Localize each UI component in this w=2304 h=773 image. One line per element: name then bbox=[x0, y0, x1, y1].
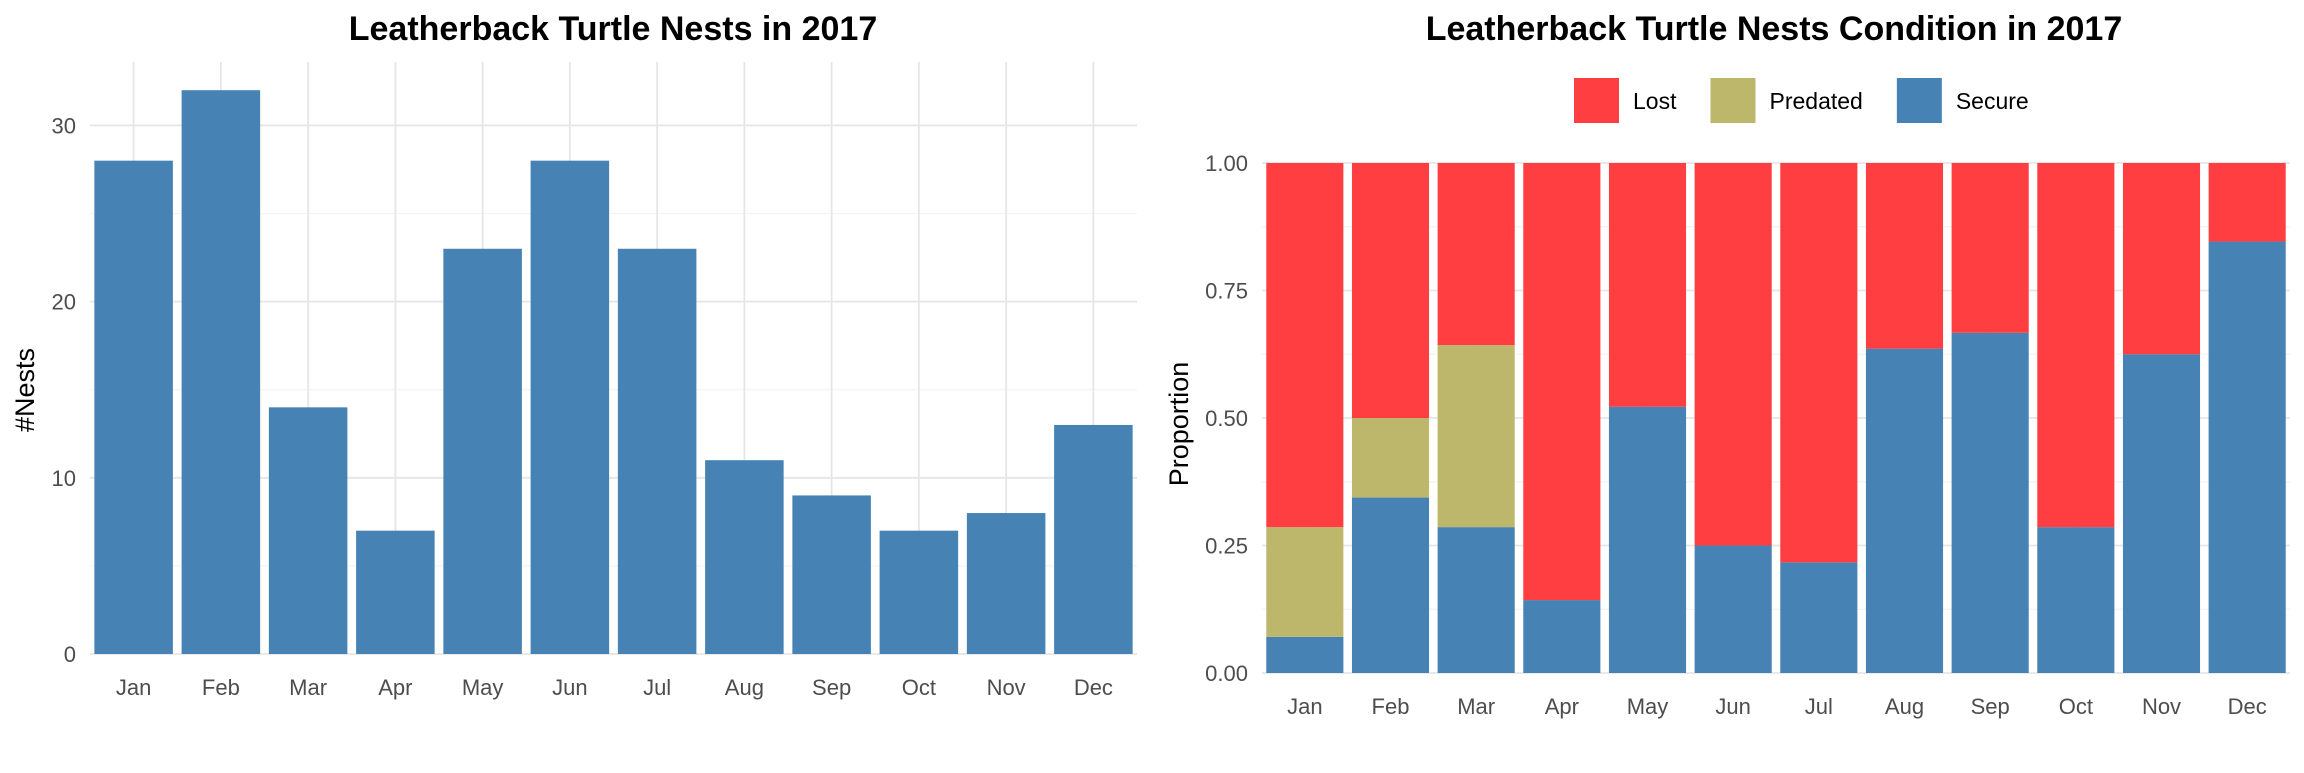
x-tick-label: Aug bbox=[1885, 694, 1924, 719]
bar-segment-lost-mar bbox=[1437, 163, 1515, 346]
legend-label-lost: Lost bbox=[1633, 88, 1677, 114]
x-tick-label: Feb bbox=[1372, 694, 1410, 719]
bar-oct bbox=[879, 530, 959, 654]
bar-apr bbox=[356, 530, 435, 654]
legend-label-secure: Secure bbox=[1956, 88, 2029, 114]
bar-segment-lost-sep bbox=[1951, 163, 2029, 333]
bar-segment-lost-nov bbox=[2122, 163, 2201, 355]
bar-aug bbox=[705, 460, 784, 654]
bar-segment-lost-oct bbox=[2037, 163, 2115, 528]
bar-segment-secure-feb bbox=[1351, 497, 1430, 673]
x-tick-labels: Jan Feb Mar Apr May Jun Jul Aug Sep Oct Nov Dec bbox=[116, 675, 1113, 700]
x-tick-label: Jan bbox=[116, 675, 151, 700]
bar-segment-secure-aug bbox=[1865, 348, 1944, 673]
bar-segment-lost-jul bbox=[1780, 163, 1858, 563]
bar-dec bbox=[1054, 424, 1133, 654]
bar-segment-lost-may bbox=[1608, 163, 1687, 407]
chart-title: Leatherback Turtle Nests in 2017 bbox=[349, 10, 877, 48]
x-tick-label: Jul bbox=[1805, 694, 1833, 719]
bar-feb bbox=[181, 90, 261, 654]
bar-segment-secure-nov bbox=[2122, 354, 2201, 673]
y-tick-label: 0.75 bbox=[1205, 279, 1248, 304]
bar-segment-predated-jan bbox=[1266, 527, 1344, 637]
y-tick-label: 0 bbox=[64, 642, 76, 667]
bar-segment-secure-apr bbox=[1523, 600, 1601, 673]
bar-may bbox=[443, 248, 522, 654]
y-axis-title: #Nests bbox=[10, 348, 40, 432]
chart-title: Leatherback Turtle Nests Condition in 20… bbox=[1426, 10, 2123, 48]
panel-nest-condition: Leatherback Turtle Nests Condition in 20… bbox=[1164, 10, 2290, 719]
bar-segment-secure-dec bbox=[2208, 241, 2286, 674]
y-tick-labels: 0.00 0.25 0.50 0.75 1.00 bbox=[1205, 151, 1248, 686]
bar-segment-lost-jan bbox=[1266, 163, 1344, 528]
bar-segment-secure-sep bbox=[1951, 332, 2029, 673]
bar-segment-lost-jun bbox=[1694, 163, 1772, 546]
y-tick-label: 30 bbox=[52, 113, 76, 138]
x-tick-label: Apr bbox=[378, 675, 412, 700]
bar-nov bbox=[966, 513, 1046, 654]
x-tick-label: Apr bbox=[1545, 694, 1579, 719]
x-tick-label: Oct bbox=[902, 675, 936, 700]
y-axis-title: Proportion bbox=[1164, 362, 1194, 487]
x-tick-label: Sep bbox=[1971, 694, 2010, 719]
x-tick-label: Feb bbox=[202, 675, 240, 700]
bar-segment-secure-jul bbox=[1780, 562, 1858, 673]
bars bbox=[94, 90, 1133, 654]
x-tick-label: Jun bbox=[552, 675, 587, 700]
x-tick-label: Jun bbox=[1715, 694, 1750, 719]
bar-mar bbox=[268, 407, 348, 654]
x-tick-label: Mar bbox=[1457, 694, 1495, 719]
x-tick-label: May bbox=[462, 675, 504, 700]
panel-nest-counts: Leatherback Turtle Nests in 2017 #Nests … bbox=[10, 10, 1137, 700]
y-tick-labels: 0 10 20 30 bbox=[52, 113, 76, 667]
y-tick-label: 0.25 bbox=[1205, 534, 1248, 559]
bar-segment-secure-may bbox=[1608, 406, 1687, 673]
bar-segment-lost-aug bbox=[1865, 163, 1944, 349]
y-tick-label: 0.50 bbox=[1205, 406, 1248, 431]
x-tick-labels: Jan Feb Mar Apr May Jun Jul Aug Sep Oct Nov Dec bbox=[1287, 694, 2267, 719]
bar-segment-lost-apr bbox=[1523, 163, 1601, 601]
x-tick-label: Dec bbox=[2228, 694, 2267, 719]
bar-segment-secure-mar bbox=[1437, 527, 1515, 673]
bar-segment-predated-feb bbox=[1351, 418, 1430, 498]
bar-segment-secure-jun bbox=[1694, 545, 1772, 673]
x-tick-label: Mar bbox=[289, 675, 327, 700]
y-tick-label: 20 bbox=[52, 290, 76, 315]
y-tick-label: 10 bbox=[52, 466, 76, 491]
legend-key-secure bbox=[1896, 78, 1942, 123]
y-tick-label: 1.00 bbox=[1205, 151, 1248, 176]
legend-label-predated: Predated bbox=[1769, 88, 1862, 114]
legend-key-lost bbox=[1574, 78, 1619, 123]
bar-segment-lost-dec bbox=[2208, 163, 2286, 242]
x-tick-label: May bbox=[1627, 694, 1669, 719]
stacked-bars bbox=[1266, 163, 2286, 674]
x-tick-label: Jul bbox=[643, 675, 671, 700]
bar-segment-lost-feb bbox=[1351, 163, 1430, 418]
x-tick-label: Jan bbox=[1287, 694, 1322, 719]
bar-jun bbox=[530, 160, 610, 654]
bar-jan bbox=[94, 160, 173, 654]
legend: Lost Predated Secure bbox=[1574, 78, 2029, 123]
bar-segment-secure-oct bbox=[2037, 527, 2115, 673]
y-tick-label: 0.00 bbox=[1205, 661, 1248, 686]
x-tick-label: Nov bbox=[2142, 694, 2181, 719]
x-tick-label: Nov bbox=[987, 675, 1026, 700]
x-tick-label: Oct bbox=[2059, 694, 2093, 719]
x-tick-label: Sep bbox=[812, 675, 851, 700]
x-tick-label: Dec bbox=[1074, 675, 1113, 700]
bar-jul bbox=[617, 248, 697, 654]
bar-sep bbox=[792, 495, 871, 654]
legend-key-predated bbox=[1710, 78, 1756, 123]
bar-segment-predated-mar bbox=[1437, 345, 1515, 528]
bar-segment-secure-jan bbox=[1266, 636, 1344, 673]
x-tick-label: Aug bbox=[725, 675, 764, 700]
